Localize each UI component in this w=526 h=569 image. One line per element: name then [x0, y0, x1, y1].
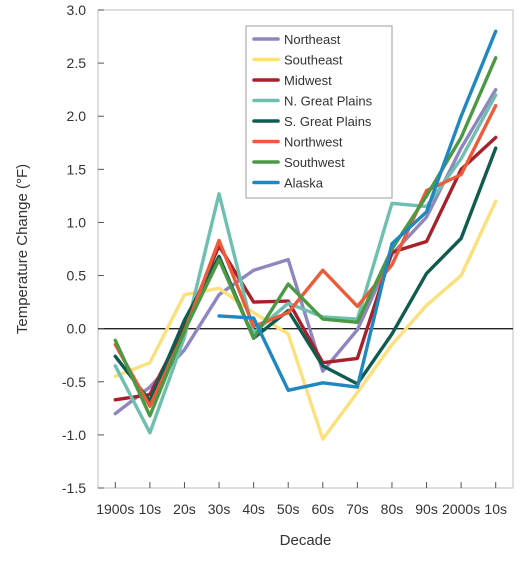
plot-area — [97, 9, 514, 489]
legend-label-7: Alaska — [284, 176, 324, 191]
legend-label-5: Northwest — [284, 135, 343, 150]
legend-label-3: N. Great Plains — [284, 94, 373, 109]
legend-label-4: S. Great Plains — [284, 114, 372, 129]
x-tick-label: 90s — [415, 501, 438, 517]
y-tick-label: 0.0 — [67, 321, 87, 337]
series-line-7 — [217, 29, 498, 392]
y-tick-label: -1.0 — [62, 427, 86, 443]
legend-label-0: Northeast — [284, 32, 341, 47]
plot-frame — [97, 9, 514, 489]
series-line-6 — [113, 56, 498, 418]
x-tick-label: 50s — [277, 501, 300, 517]
y-tick-label: 3.0 — [67, 2, 87, 18]
y-tick-label: 0.5 — [67, 268, 87, 284]
x-axis-title: Decade — [280, 532, 332, 549]
x-tick-label: 1900s — [96, 501, 134, 517]
legend-label-6: Southwest — [284, 155, 345, 170]
x-tick-label: 30s — [208, 501, 231, 517]
legend-box — [245, 25, 393, 199]
legend-label-2: Midwest — [284, 73, 332, 88]
x-tick-label: 70s — [346, 501, 369, 517]
y-tick-label: -1.5 — [62, 480, 86, 496]
x-tick-label: 10s — [139, 501, 162, 517]
x-tick-label: 10s — [484, 501, 507, 517]
y-tick-label: 1.0 — [67, 214, 87, 230]
y-tick-label: 2.5 — [67, 55, 87, 71]
axis-layer: 3.0 2.5 2.0 1.5 1.0 0.5 0.0 -0.5 -1.0 -1.5 1900s 10… — [62, 2, 507, 517]
series-line-4 — [113, 146, 498, 403]
x-tick-label: 2000s — [442, 501, 480, 517]
legend-label-1: Southeast — [284, 53, 343, 68]
y-axis-title: Temperature Change (°F) — [14, 164, 31, 334]
y-tick-label: 2.0 — [67, 108, 87, 124]
x-tick-label: 60s — [312, 501, 335, 517]
legend: Northeast Southeast Midwest N. Great Plains… — [245, 25, 393, 199]
series-layer — [113, 29, 498, 441]
x-tick-label: 20s — [173, 501, 196, 517]
x-tick-label: 80s — [381, 501, 404, 517]
y-tick-label: 1.5 — [67, 161, 87, 177]
y-tick-label: -0.5 — [62, 374, 86, 390]
x-tick-label: 40s — [242, 501, 265, 517]
